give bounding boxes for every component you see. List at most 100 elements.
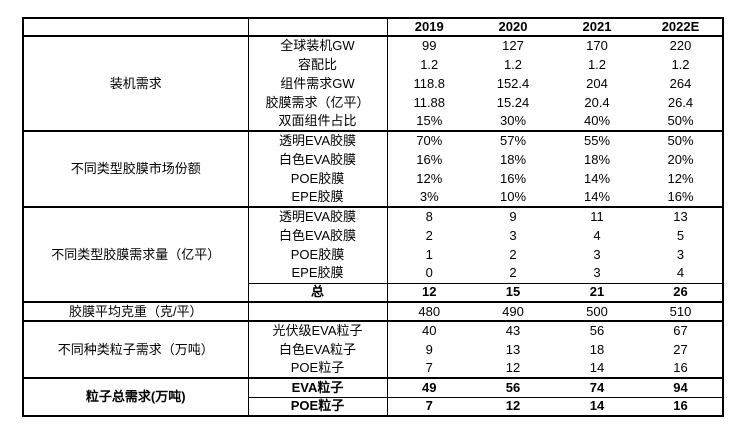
cell: 204	[586, 75, 608, 91]
cell: 57%	[471, 130, 555, 151]
cell: 15	[471, 282, 555, 303]
row-label: 透明EVA胶膜	[248, 206, 388, 227]
cell: 2	[509, 265, 517, 281]
cell: 14%	[583, 170, 611, 186]
table-row-total: 总 12 15 21 26	[23, 282, 723, 303]
cell: 7	[387, 396, 471, 417]
cell: 26.4	[667, 94, 694, 110]
row-label: 光伏级EVA粒子	[248, 320, 388, 341]
cell: 12	[471, 396, 555, 417]
cell: 5	[676, 227, 685, 243]
group-label-resin-demand-by-type: 不同种类粒子需求（万吨）	[23, 320, 249, 379]
table-row: 白色EVA粒子 9 13 18 27	[23, 340, 723, 360]
table-row: EPE胶膜 3% 10% 14% 16%	[23, 188, 723, 208]
cell: 18	[589, 341, 605, 357]
row-label: 双面组件占比	[248, 112, 388, 132]
table-row: 白色EVA胶膜 2 3 4 5	[23, 226, 723, 246]
row-label: POE胶膜	[248, 245, 388, 265]
cell: 11.88	[413, 94, 446, 110]
cell: 20%	[667, 151, 694, 167]
table-row: 不同类型胶膜需求量（亿平） 透明EVA胶膜 8 9 11 13	[23, 206, 723, 303]
year-header-2022e: 2022E	[639, 18, 723, 38]
cell: 480	[387, 301, 471, 322]
cell: 510	[639, 301, 723, 322]
cell: 10%	[499, 189, 527, 205]
cell: 40%	[583, 113, 611, 129]
cell: 0	[425, 265, 433, 281]
year-header-2020: 2020	[471, 18, 555, 38]
cell: 21	[555, 282, 639, 303]
row-label: 胶膜需求（亿平）	[248, 93, 388, 113]
row-label-empty	[248, 301, 388, 322]
cell: 16%	[667, 189, 694, 205]
table-row: 不同类型胶膜市场份额 透明EVA胶膜 70% 57% 55% 50%	[23, 130, 723, 208]
cell: 152.4	[496, 75, 530, 91]
table-row-total: POE粒子 7 12 14 16	[23, 396, 723, 417]
cell: 13	[639, 206, 723, 227]
table-row: 组件需求GW 118.8 152.4 204 264	[23, 74, 723, 94]
cell: 7	[425, 360, 433, 376]
cell: 2	[425, 227, 433, 243]
cell: 27	[673, 341, 688, 357]
cell: 16	[673, 360, 688, 376]
row-label: EPE胶膜	[248, 264, 388, 284]
cell: 16	[639, 396, 723, 417]
row-label: 白色EVA粒子	[248, 340, 388, 360]
group-label-installation-demand: 装机需求	[23, 36, 249, 132]
cell: 12	[387, 282, 471, 303]
cell: 67	[639, 320, 723, 341]
row-label: 白色EVA胶膜	[248, 226, 388, 246]
table-row: 胶膜需求（亿平） 11.88 15.24 20.4 26.4	[23, 93, 723, 113]
cell: 127	[502, 38, 524, 54]
cell: 1	[425, 246, 433, 262]
cell: 26	[639, 282, 723, 303]
cell: 3%	[419, 189, 439, 205]
table-row: 双面组件占比 15% 30% 40% 50%	[23, 112, 723, 132]
cell: 49	[387, 377, 471, 398]
cell: 16%	[416, 151, 443, 167]
group-label-total-resin-demand: 粒子总需求(万吨)	[23, 377, 249, 417]
cell: 16%	[499, 170, 527, 186]
table-row: POE粒子 7 12 14 16	[23, 359, 723, 379]
header-corner-label	[248, 18, 388, 38]
row-label: 透明EVA胶膜	[248, 130, 388, 151]
cell: 18%	[583, 151, 611, 167]
cell: 220	[669, 38, 692, 54]
row-label: EPE胶膜	[248, 188, 388, 208]
cell: 56	[555, 320, 639, 341]
cell: 2	[509, 246, 517, 262]
cell: 490	[471, 301, 555, 322]
table-row: 胶膜平均克重（克/平） 480 490 500 510	[23, 301, 723, 322]
cell: 11	[555, 206, 639, 227]
table-header-row: 2019 2020 2021 2022E	[23, 18, 723, 38]
cell: 15%	[416, 113, 443, 129]
cell: 30%	[499, 113, 527, 129]
table-row: 白色EVA胶膜 16% 18% 18% 20%	[23, 150, 723, 170]
cell: 9	[471, 206, 555, 227]
cell: 8	[387, 206, 471, 227]
cell: 12%	[416, 170, 443, 186]
group-label-film-demand-volume: 不同类型胶膜需求量（亿平）	[23, 206, 249, 303]
cell: 118.8	[413, 75, 446, 91]
row-label: POE胶膜	[248, 169, 388, 189]
table-row: EPE胶膜 0 2 3 4	[23, 264, 723, 284]
row-label: 组件需求GW	[248, 74, 388, 94]
cell: 3	[593, 265, 601, 281]
cell: 43	[471, 320, 555, 341]
cell: 1.2	[420, 56, 439, 72]
cell: 94	[639, 377, 723, 398]
table-row: POE胶膜 12% 16% 14% 12%	[23, 169, 723, 189]
table-row-total: 粒子总需求(万吨) EVA粒子 49 56 74 94	[23, 377, 723, 417]
pv-film-demand-forecast-table: 2019 2020 2021 2022E 装机需求 全球装机GW 99 127 …	[22, 17, 724, 418]
cell: 4	[593, 227, 601, 243]
group-label-film-market-share: 不同类型胶膜市场份额	[23, 130, 249, 208]
cell: 40	[387, 320, 471, 341]
cell: 70%	[387, 130, 471, 151]
cell: 20.4	[584, 94, 610, 110]
row-label: POE粒子	[248, 359, 388, 379]
cell: 3	[509, 227, 517, 243]
year-header-2021: 2021	[555, 18, 639, 38]
cell: 55%	[555, 130, 639, 151]
table-row: 容配比 1.2 1.2 1.2 1.2	[23, 55, 723, 75]
